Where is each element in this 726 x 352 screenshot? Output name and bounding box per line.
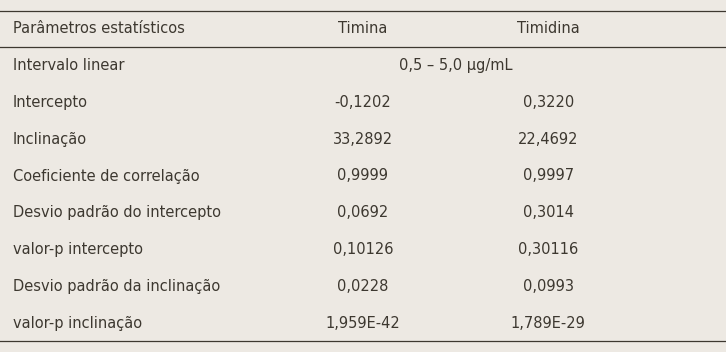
Text: Parâmetros estatísticos: Parâmetros estatísticos	[13, 21, 185, 37]
Text: 22,4692: 22,4692	[518, 132, 579, 147]
Text: Desvio padrão do intercepto: Desvio padrão do intercepto	[13, 205, 221, 220]
Text: 0,5 – 5,0 μg/mL: 0,5 – 5,0 μg/mL	[399, 58, 513, 73]
Text: Intercepto: Intercepto	[13, 95, 88, 110]
Text: 0,10126: 0,10126	[333, 242, 393, 257]
Text: Coeficiente de correlação: Coeficiente de correlação	[13, 169, 200, 183]
Text: 33,2892: 33,2892	[333, 132, 393, 147]
Text: 0,0993: 0,0993	[523, 279, 574, 294]
Text: Intervalo linear: Intervalo linear	[13, 58, 125, 73]
Text: Timina: Timina	[338, 21, 388, 37]
Text: Inclinação: Inclinação	[13, 132, 87, 147]
Text: 0,30116: 0,30116	[518, 242, 578, 257]
Text: 1,959E-42: 1,959E-42	[326, 315, 400, 331]
Text: valor-p intercepto: valor-p intercepto	[13, 242, 143, 257]
Text: 0,3014: 0,3014	[523, 205, 574, 220]
Text: valor-p inclinação: valor-p inclinação	[13, 315, 142, 331]
Text: Timidina: Timidina	[517, 21, 579, 37]
Text: 1,789E-29: 1,789E-29	[510, 315, 586, 331]
Text: 0,0228: 0,0228	[338, 279, 388, 294]
Text: 0,0692: 0,0692	[338, 205, 388, 220]
Text: -0,1202: -0,1202	[335, 95, 391, 110]
Text: 0,3220: 0,3220	[523, 95, 574, 110]
Text: Desvio padrão da inclinação: Desvio padrão da inclinação	[13, 279, 220, 294]
Text: 0,9997: 0,9997	[523, 169, 574, 183]
Text: 0,9999: 0,9999	[338, 169, 388, 183]
